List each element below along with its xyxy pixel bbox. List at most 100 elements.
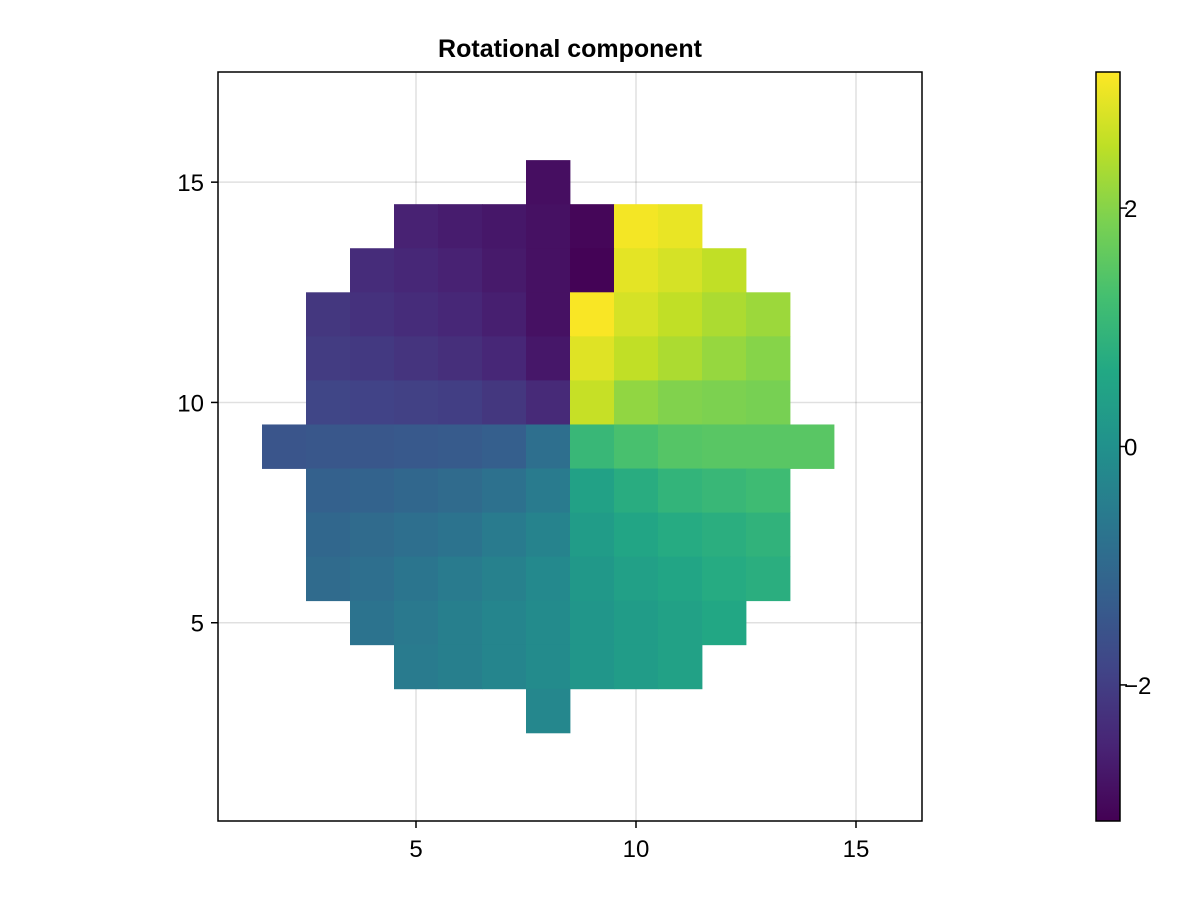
heatmap-cell (702, 292, 747, 337)
heatmap-cell (482, 336, 527, 381)
heatmap-cell (394, 292, 439, 337)
heatmap-cell (482, 556, 527, 602)
heatmap-cell (614, 204, 659, 249)
heatmap-cell (438, 468, 483, 513)
heatmap-cell (394, 380, 439, 425)
heatmap-cell (482, 468, 527, 513)
heatmap-cell (438, 336, 483, 381)
heatmap-cell (746, 468, 791, 513)
heatmap-cell (746, 512, 791, 558)
heatmap-cell (702, 556, 747, 602)
heatmap-cell (702, 424, 747, 469)
heatmap-cell (746, 380, 791, 425)
heatmap-cell (438, 600, 483, 646)
heatmap-cell (482, 600, 527, 646)
heatmap-cell (350, 556, 395, 602)
heatmap-cell (526, 424, 571, 469)
heatmap-cell (262, 424, 307, 469)
heatmap-cell (526, 248, 571, 293)
heatmap-cell (394, 556, 439, 602)
heatmap-cell (526, 292, 571, 337)
heatmap-cell (482, 512, 527, 558)
heatmap-cell (702, 512, 747, 558)
x-tick-label: 15 (843, 836, 870, 863)
heatmap-cell (526, 160, 571, 205)
heatmap-cell (526, 512, 571, 558)
axis-ticks: 5 10 15 5 10 15 (177, 170, 869, 863)
heatmap-cell (394, 600, 439, 646)
heatmap-cell (394, 248, 439, 293)
heatmap-cell (438, 424, 483, 469)
heatmap-cell (614, 424, 659, 469)
colorbar: −2 0 2 (1095, 71, 1151, 822)
y-tick-label: 5 (191, 611, 204, 638)
x-tick-label: 5 (409, 836, 422, 863)
heatmap-cell (526, 556, 571, 602)
heatmap-cell (482, 424, 527, 469)
heatmap-cell (614, 380, 659, 425)
heatmap-cells (262, 160, 835, 734)
heatmap-cell (614, 644, 659, 690)
heatmap-cell (614, 336, 659, 381)
colorbar-tick-label: 0 (1124, 435, 1137, 462)
heatmap-cell (350, 292, 395, 337)
x-tick-label: 10 (623, 836, 650, 863)
heatmap-cell (658, 644, 703, 690)
heatmap-cell (306, 468, 351, 513)
heatmap-cell (306, 424, 351, 469)
heatmap-cell (394, 512, 439, 558)
heatmap-cell (746, 292, 791, 337)
heatmap-cell (658, 424, 703, 469)
heatmap-cell (526, 688, 571, 734)
colorbar-tick-label: −2 (1124, 673, 1151, 700)
heatmap-cell (570, 556, 615, 602)
heatmap-cell (394, 204, 439, 249)
heatmap-cell (394, 644, 439, 690)
heatmap-cell (570, 336, 615, 381)
heatmap-cell (658, 600, 703, 646)
y-tick-label: 15 (177, 170, 204, 197)
heatmap-cell (614, 248, 659, 293)
heatmap-cell (482, 380, 527, 425)
heatmap-cell (570, 380, 615, 425)
heatmap-cell (570, 204, 615, 249)
heatmap-cell (658, 468, 703, 513)
heatmap-cell (614, 292, 659, 337)
heatmap-cell (702, 248, 747, 293)
heatmap-cell (570, 292, 615, 337)
heatmap-cell (306, 512, 351, 558)
heatmap-cell (746, 556, 791, 602)
heatmap-cell (526, 644, 571, 690)
heatmap-cell (438, 512, 483, 558)
heatmap-cell (394, 468, 439, 513)
heatmap-cell (526, 336, 571, 381)
heatmap-cell (658, 380, 703, 425)
heatmap-cell (306, 292, 351, 337)
heatmap-cell (306, 556, 351, 602)
heatmap-cell (570, 248, 615, 293)
heatmap-cell (482, 204, 527, 249)
heatmap-cell (702, 380, 747, 425)
heatmap-cell (702, 468, 747, 513)
heatmap-cell (746, 424, 791, 469)
heatmap-cell (350, 600, 395, 646)
heatmap-cell (658, 512, 703, 558)
heatmap-cell (438, 248, 483, 293)
heatmap-cell (614, 468, 659, 513)
heatmap-cell (658, 336, 703, 381)
heatmap-cell (570, 600, 615, 646)
heatmap-cell (526, 204, 571, 249)
heatmap-cell (526, 468, 571, 513)
heatmap-cell (526, 600, 571, 646)
heatmap-cell (614, 600, 659, 646)
heatmap-cell (570, 512, 615, 558)
heatmap-cell (702, 336, 747, 381)
heatmap-cell (394, 424, 439, 469)
heatmap-cell (570, 424, 615, 469)
heatmap-cell (482, 292, 527, 337)
heatmap-cell (658, 248, 703, 293)
heatmap-cell (702, 600, 747, 646)
heatmap-cell (614, 556, 659, 602)
